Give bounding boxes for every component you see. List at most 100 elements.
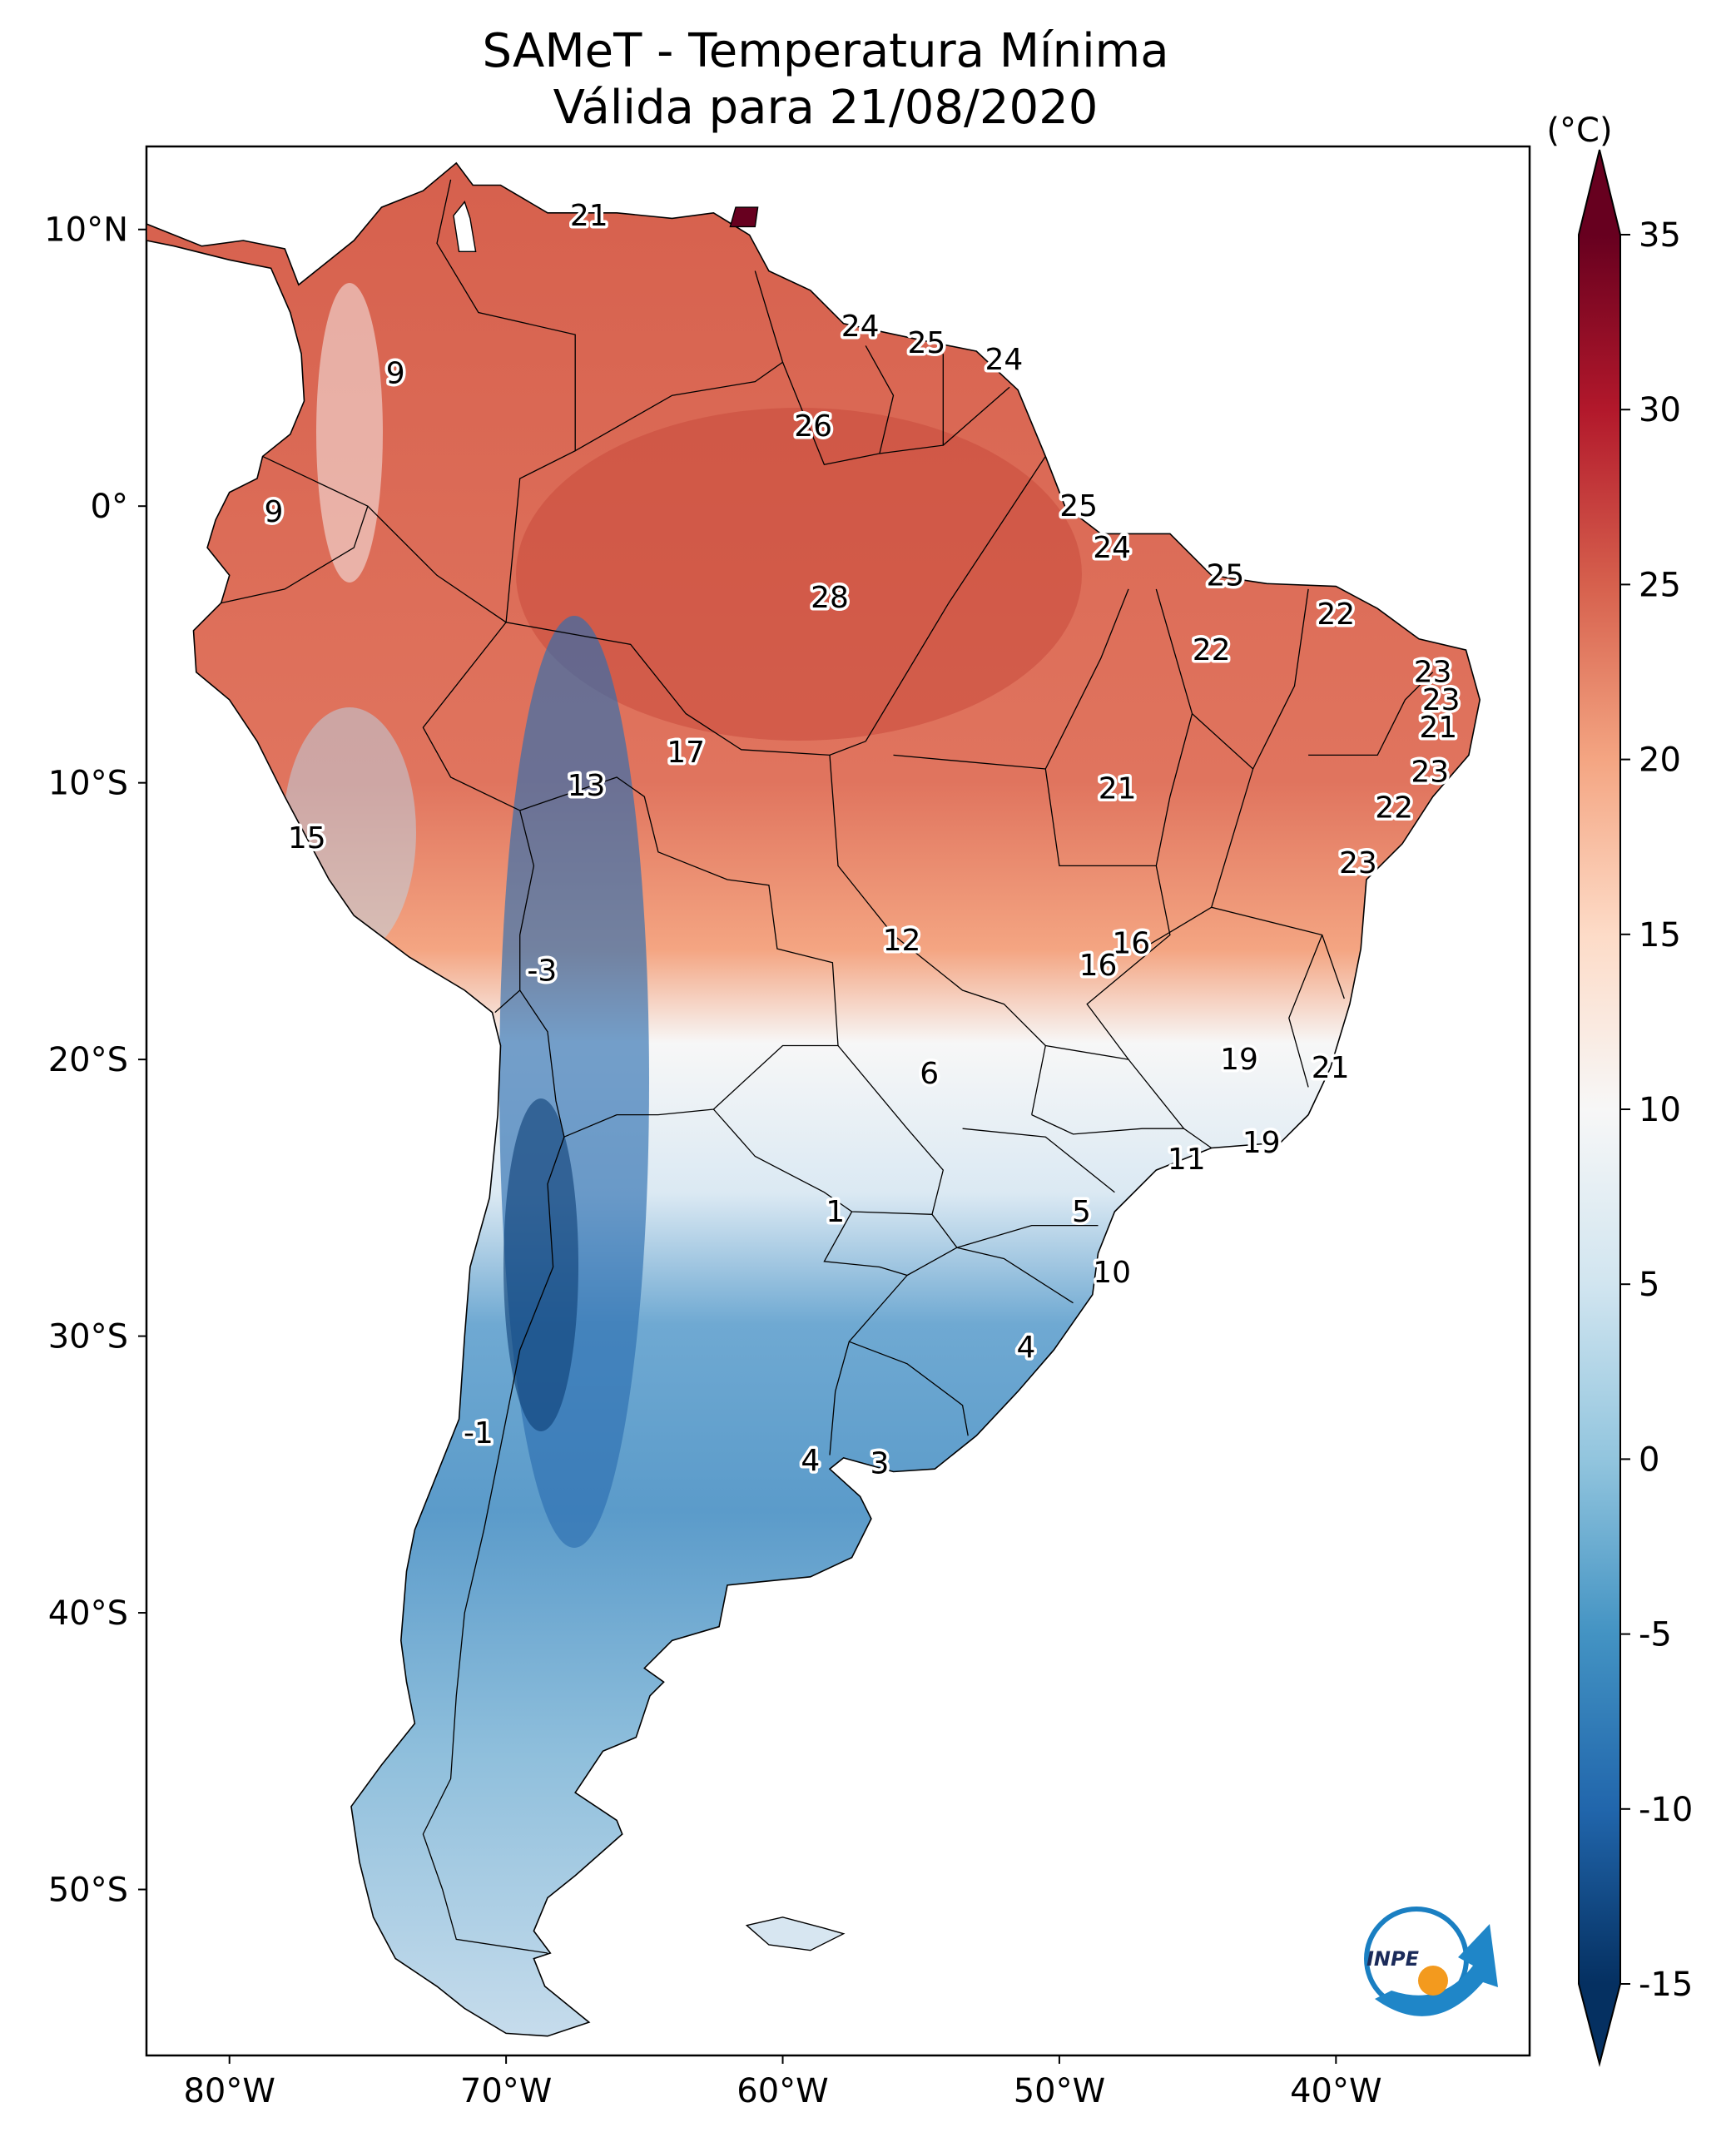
colorbar-body	[1579, 235, 1620, 1984]
temperature-label: 5	[1072, 1195, 1091, 1229]
temperature-label: 24	[1093, 531, 1131, 565]
border-line	[1308, 672, 1434, 756]
temperature-label: 9	[264, 495, 283, 529]
border-line	[1031, 1114, 1184, 1135]
border-line	[1045, 865, 1171, 1061]
island-shape	[745, 1916, 846, 1951]
temperature-label: 19	[1220, 1043, 1258, 1077]
lat-tick-label: 20°S	[48, 1041, 128, 1079]
temperature-label: 23	[1414, 656, 1452, 690]
colorbar-tick-label: 25	[1639, 566, 1681, 604]
longitude-axis: 80°W 70°W 60°W 50°W 40°W	[183, 2055, 1382, 2110]
temperature-label: 21	[1312, 1051, 1350, 1085]
temperature-label: 25	[1059, 489, 1098, 523]
border-line	[829, 1275, 908, 1455]
temperature-label: 23	[1422, 683, 1461, 717]
border-line	[942, 386, 1010, 446]
colorbar-tick-label: -15	[1639, 1966, 1693, 2004]
border-line	[367, 505, 535, 1014]
map-title-line1: SAMeT - Temperatura Mínima	[482, 24, 1168, 78]
temperature-label: 24	[985, 343, 1023, 377]
andes-cold-band	[499, 616, 649, 1548]
border-line	[962, 1128, 1115, 1193]
island-shape	[453, 201, 477, 252]
lat-tick-label: 10°N	[44, 211, 128, 250]
lon-tick-label: 40°W	[1290, 2072, 1381, 2110]
lat-tick-label: 40°S	[48, 1594, 128, 1633]
colorbar-tick-label: 5	[1639, 1266, 1659, 1304]
temperature-label: 9	[386, 357, 405, 391]
colorbar-tick-label: 35	[1639, 216, 1681, 255]
border-line	[956, 1247, 1074, 1304]
temperature-label: 22	[1317, 598, 1355, 632]
colorbar-tick-label: -10	[1639, 1791, 1693, 1829]
lat-tick-label: 30°S	[48, 1318, 128, 1356]
colorbar-tick-label: 30	[1639, 391, 1681, 429]
colorbar-ticks: 35 30 25 20 15 10 5 0 -5 -10 -15	[1620, 216, 1693, 2004]
temperature-label: 1	[826, 1195, 845, 1229]
colorbar-bottom-extension	[1579, 1984, 1620, 2064]
temperature-label: 16	[1112, 927, 1150, 961]
temperature-label: 23	[1339, 846, 1377, 880]
colorbar-tick-label: 15	[1639, 916, 1681, 955]
temperature-label: 25	[1206, 558, 1244, 593]
lon-tick-label: 50°W	[1014, 2072, 1105, 2110]
temperature-label: 25	[907, 326, 945, 360]
border-line	[849, 1341, 969, 1436]
amazon-warm-core	[516, 408, 1082, 741]
temperature-label: 12	[883, 924, 921, 958]
temperature-label: 4	[801, 1444, 820, 1478]
lat-tick-label: 0°	[91, 488, 128, 526]
border-line	[519, 776, 839, 1138]
islands	[453, 201, 846, 1951]
temperature-label: 11	[1168, 1143, 1206, 1177]
temperature-label: -3	[527, 955, 557, 989]
colorbar-tick-label: 10	[1639, 1091, 1681, 1129]
border-line	[865, 456, 1046, 742]
temperature-label: 24	[841, 310, 880, 344]
inpe-logo: INPE	[1364, 1907, 1498, 2016]
border-line	[1192, 588, 1309, 771]
temperature-label: -1	[464, 1416, 494, 1450]
temperature-label: 19	[1242, 1126, 1281, 1160]
temperature-label: 26	[794, 409, 832, 444]
colorbar-tick-label: 0	[1639, 1440, 1659, 1479]
temperature-label: 21	[1099, 771, 1137, 806]
colorbar-top-extension	[1579, 150, 1620, 235]
border-line	[422, 989, 565, 1954]
border-line	[712, 1045, 945, 1215]
border-line	[823, 1211, 958, 1277]
border-line	[221, 455, 369, 604]
map-title-line2: Válida para 21/08/2020	[553, 81, 1099, 135]
temperature-label: 16	[1079, 949, 1118, 983]
temperature-label: 13	[568, 769, 606, 803]
temperature-label: 6	[920, 1057, 939, 1091]
lon-tick-label: 70°W	[460, 2072, 552, 2110]
lon-tick-label: 80°W	[183, 2072, 275, 2110]
andes-coldest-core	[503, 1098, 578, 1431]
temperature-label: 3	[870, 1447, 889, 1481]
temperature-label: 10	[1093, 1256, 1131, 1290]
temperature-label: 21	[1419, 711, 1457, 745]
lon-tick-label: 60°W	[737, 2072, 828, 2110]
border-line	[1210, 768, 1345, 999]
colorbar-tick-label: -5	[1639, 1616, 1672, 1654]
latitude-axis: 10°N 0° 10°S 20°S 30°S 40°S 50°S	[44, 211, 146, 1910]
temperature-label: 21	[570, 199, 608, 233]
lat-tick-label: 10°S	[48, 765, 128, 803]
temperature-label: 23	[1411, 755, 1449, 789]
temperature-label: 22	[1193, 633, 1231, 667]
border-line	[505, 622, 866, 756]
border-line	[574, 270, 784, 452]
temperature-label: 4	[1017, 1331, 1036, 1365]
colorbar-unit: (°C)	[1546, 112, 1612, 150]
border-line	[1044, 588, 1193, 867]
temperature-label: 22	[1375, 791, 1413, 826]
border-line	[1142, 906, 1213, 950]
north-andes-cool	[316, 283, 383, 583]
logo-text: INPE	[1366, 1947, 1420, 1971]
temperature-label: 28	[811, 581, 849, 615]
temperature-label: 15	[288, 821, 326, 855]
